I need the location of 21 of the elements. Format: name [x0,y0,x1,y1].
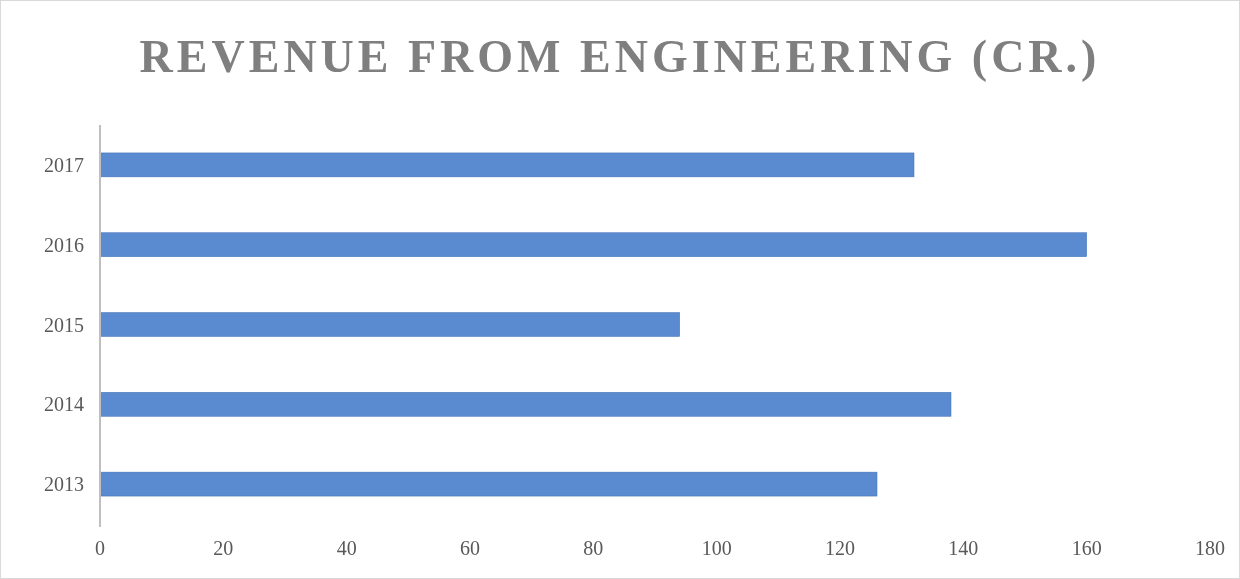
x-tick-label: 120 [825,537,855,559]
y-tick-label: 2013 [44,473,84,496]
bar [99,392,952,417]
bar [99,232,1087,257]
y-tick-label: 2014 [44,393,84,416]
x-tick-label: 180 [1195,537,1225,559]
x-tick-label: 80 [583,537,604,559]
x-tick-label: 60 [460,537,480,559]
x-tick-label: 160 [1071,537,1102,559]
y-tick-label: 2017 [44,153,84,176]
x-tick-label: 20 [213,537,234,559]
y-tick-label: 2015 [44,313,84,336]
x-tick-label: 100 [701,537,732,559]
bar [99,471,878,497]
y-tick-label: 2016 [44,233,84,256]
bar [99,152,915,178]
x-tick-label: 0 [95,537,105,559]
chart-title: REVENUE FROM ENGINEERING (CR.) [139,31,1101,82]
bar [99,312,680,337]
x-tick-label: 140 [948,537,979,559]
x-tick-label: 40 [336,537,357,559]
